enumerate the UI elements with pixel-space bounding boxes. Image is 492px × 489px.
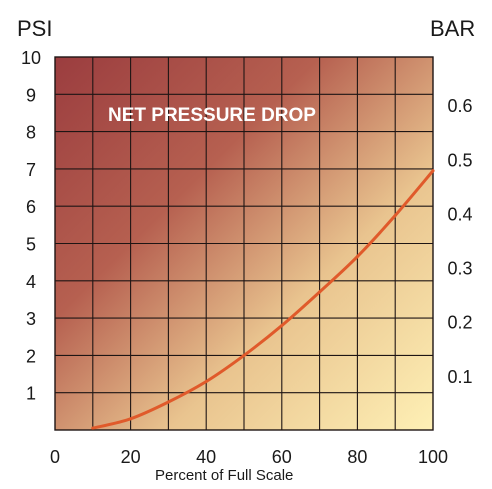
x-tick-label: 40 xyxy=(196,447,216,467)
data-point xyxy=(318,290,322,294)
x-tick-label: 20 xyxy=(121,447,141,467)
y-left-tick-label: 1 xyxy=(26,384,36,404)
y-left-tick-label: 7 xyxy=(26,160,36,180)
data-point xyxy=(393,214,397,218)
y-left-tick-label: 6 xyxy=(26,197,36,217)
y-left-tick-label: 5 xyxy=(26,235,36,255)
y-right-tick-label: 0.5 xyxy=(447,150,472,170)
data-point xyxy=(431,169,435,173)
y-left-tick-label: 8 xyxy=(26,123,36,143)
data-point xyxy=(280,324,284,328)
y-left-tick-label: 2 xyxy=(26,346,36,366)
y-right-tick-label: 0.2 xyxy=(447,313,472,333)
y-right-tick-label: 0.4 xyxy=(447,204,472,224)
plot-border xyxy=(54,56,434,431)
y-right-tick-label: 0.3 xyxy=(447,259,472,279)
x-axis-label: Percent of Full Scale xyxy=(155,467,294,484)
y-axis-left-unit-label: PSI xyxy=(17,16,53,41)
y-right-tick-label: 0.1 xyxy=(447,367,472,387)
data-point xyxy=(129,417,133,421)
x-tick-label: 0 xyxy=(50,447,60,467)
y-left-tick-label: 10 xyxy=(21,48,41,68)
data-point xyxy=(204,380,208,384)
data-point xyxy=(166,400,170,404)
x-tick-label: 60 xyxy=(272,447,292,467)
pressure-drop-curve xyxy=(91,169,435,430)
x-tick-label: 100 xyxy=(418,447,448,467)
y-left-tick-label: 3 xyxy=(26,309,36,329)
y-left-tick-label: 4 xyxy=(26,272,36,292)
chart-title: NET PRESSURE DROP xyxy=(108,105,316,126)
x-tick-label: 80 xyxy=(347,447,367,467)
y-left-tick-label: 9 xyxy=(26,85,36,105)
data-point xyxy=(91,426,95,430)
y-right-tick-label: 0.6 xyxy=(447,96,472,116)
data-point xyxy=(355,255,359,259)
data-point xyxy=(242,353,246,357)
y-axis-right-unit-label: BAR xyxy=(430,16,476,41)
